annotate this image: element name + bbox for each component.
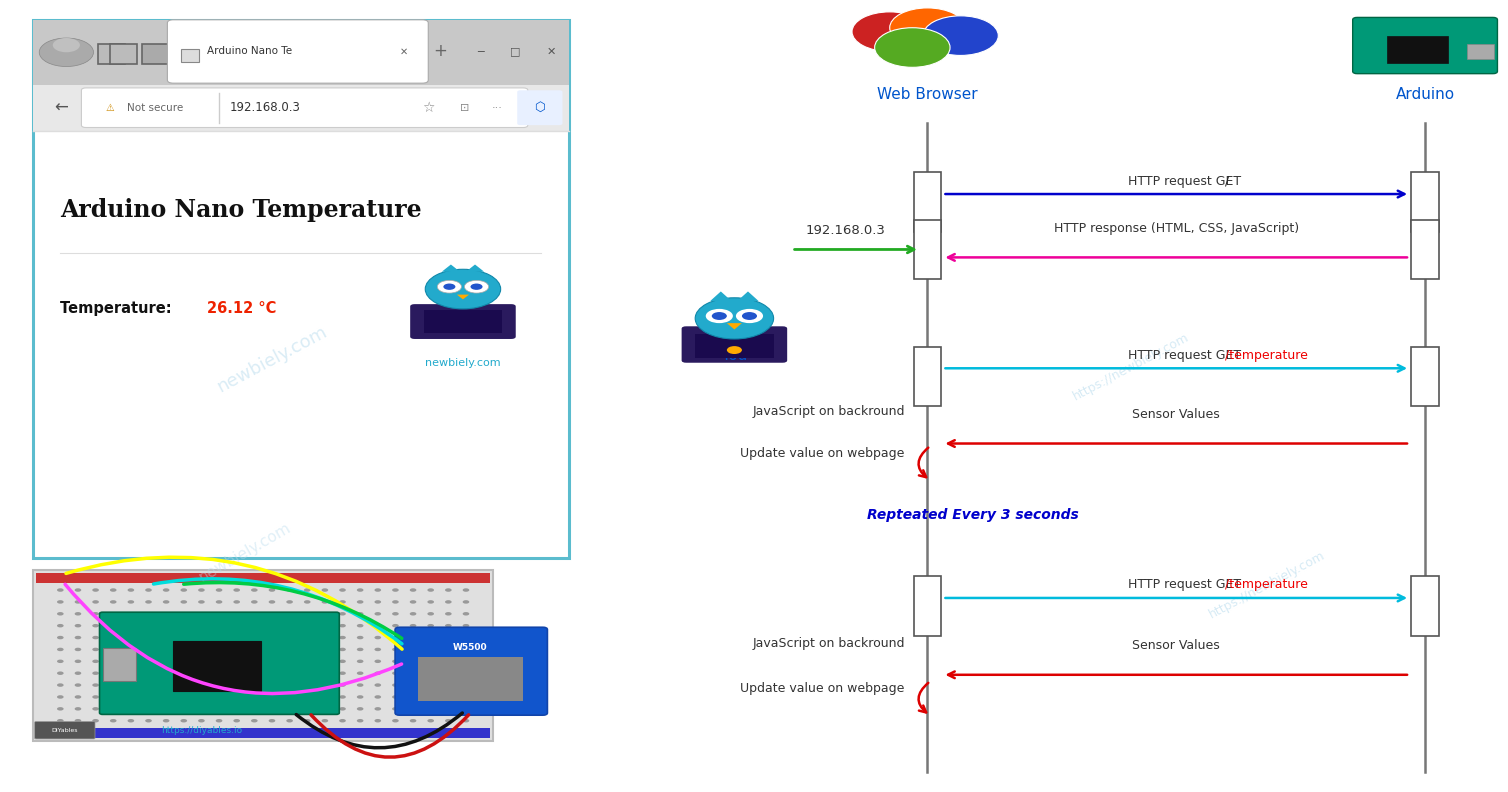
Text: You: You [721, 348, 748, 364]
Circle shape [163, 648, 169, 651]
Circle shape [445, 600, 452, 604]
Circle shape [374, 636, 382, 639]
Circle shape [427, 707, 434, 710]
Circle shape [57, 624, 63, 627]
Circle shape [357, 624, 363, 627]
Circle shape [74, 660, 81, 663]
Circle shape [268, 612, 276, 615]
Circle shape [357, 683, 363, 687]
Circle shape [374, 683, 382, 687]
Circle shape [163, 695, 169, 699]
Circle shape [57, 648, 63, 651]
FancyBboxPatch shape [1411, 577, 1439, 635]
Text: Sensor Values: Sensor Values [1133, 408, 1220, 421]
Text: +: + [433, 43, 446, 60]
Circle shape [163, 588, 169, 592]
Text: HTTP request GET: HTTP request GET [1128, 174, 1244, 188]
Circle shape [216, 612, 222, 615]
Circle shape [216, 624, 222, 627]
Text: HTTP response (HTML, CSS, JavaScript): HTTP response (HTML, CSS, JavaScript) [1054, 222, 1298, 235]
Circle shape [92, 683, 100, 687]
Circle shape [410, 695, 416, 699]
Circle shape [74, 636, 81, 639]
FancyBboxPatch shape [36, 728, 490, 738]
Circle shape [198, 719, 205, 722]
Circle shape [234, 719, 240, 722]
Circle shape [145, 683, 152, 687]
Circle shape [110, 707, 116, 710]
Circle shape [74, 648, 81, 651]
Circle shape [110, 648, 116, 651]
Circle shape [250, 719, 258, 722]
FancyBboxPatch shape [1411, 347, 1439, 406]
Circle shape [357, 648, 363, 651]
FancyBboxPatch shape [33, 20, 569, 85]
Circle shape [57, 612, 63, 615]
Circle shape [425, 269, 501, 309]
Circle shape [321, 648, 329, 651]
FancyBboxPatch shape [914, 219, 941, 279]
Circle shape [110, 624, 116, 627]
Circle shape [427, 660, 434, 663]
Circle shape [216, 695, 222, 699]
Circle shape [427, 672, 434, 675]
Circle shape [339, 612, 345, 615]
Circle shape [357, 588, 363, 592]
Circle shape [198, 588, 205, 592]
Circle shape [74, 624, 81, 627]
Circle shape [427, 648, 434, 651]
Circle shape [57, 600, 63, 604]
Circle shape [216, 660, 222, 663]
Circle shape [74, 695, 81, 699]
Text: ⚠: ⚠ [106, 103, 115, 112]
Circle shape [339, 683, 345, 687]
Circle shape [321, 660, 329, 663]
Circle shape [287, 719, 293, 722]
Text: Sensor Values: Sensor Values [1133, 639, 1220, 653]
Text: newbiely.com: newbiely.com [425, 358, 501, 367]
Circle shape [145, 624, 152, 627]
FancyBboxPatch shape [33, 85, 569, 131]
Circle shape [287, 636, 293, 639]
Circle shape [712, 312, 727, 320]
FancyBboxPatch shape [33, 20, 569, 558]
Text: https://newbiely.com: https://newbiely.com [1071, 330, 1191, 403]
Circle shape [339, 707, 345, 710]
FancyBboxPatch shape [181, 49, 199, 62]
Circle shape [128, 588, 134, 592]
Text: JavaScript on backround: JavaScript on backround [752, 406, 905, 418]
Text: Temperature:: Temperature: [60, 302, 176, 316]
Circle shape [250, 695, 258, 699]
FancyBboxPatch shape [914, 347, 941, 406]
Circle shape [163, 624, 169, 627]
Circle shape [198, 672, 205, 675]
Polygon shape [737, 291, 759, 301]
Circle shape [287, 695, 293, 699]
Circle shape [321, 624, 329, 627]
Circle shape [57, 695, 63, 699]
FancyBboxPatch shape [103, 648, 136, 681]
Circle shape [410, 660, 416, 663]
Circle shape [216, 707, 222, 710]
Circle shape [128, 719, 134, 722]
Circle shape [234, 600, 240, 604]
Circle shape [268, 672, 276, 675]
Circle shape [92, 648, 100, 651]
FancyBboxPatch shape [424, 310, 502, 333]
Text: ─: ─ [478, 47, 484, 56]
Circle shape [287, 660, 293, 663]
Circle shape [92, 636, 100, 639]
Circle shape [445, 695, 452, 699]
Circle shape [163, 683, 169, 687]
Circle shape [392, 672, 398, 675]
Circle shape [305, 719, 311, 722]
FancyBboxPatch shape [914, 172, 941, 231]
Circle shape [250, 683, 258, 687]
Circle shape [268, 719, 276, 722]
Circle shape [374, 600, 382, 604]
Circle shape [74, 707, 81, 710]
Circle shape [216, 719, 222, 722]
Circle shape [463, 695, 469, 699]
Circle shape [145, 672, 152, 675]
